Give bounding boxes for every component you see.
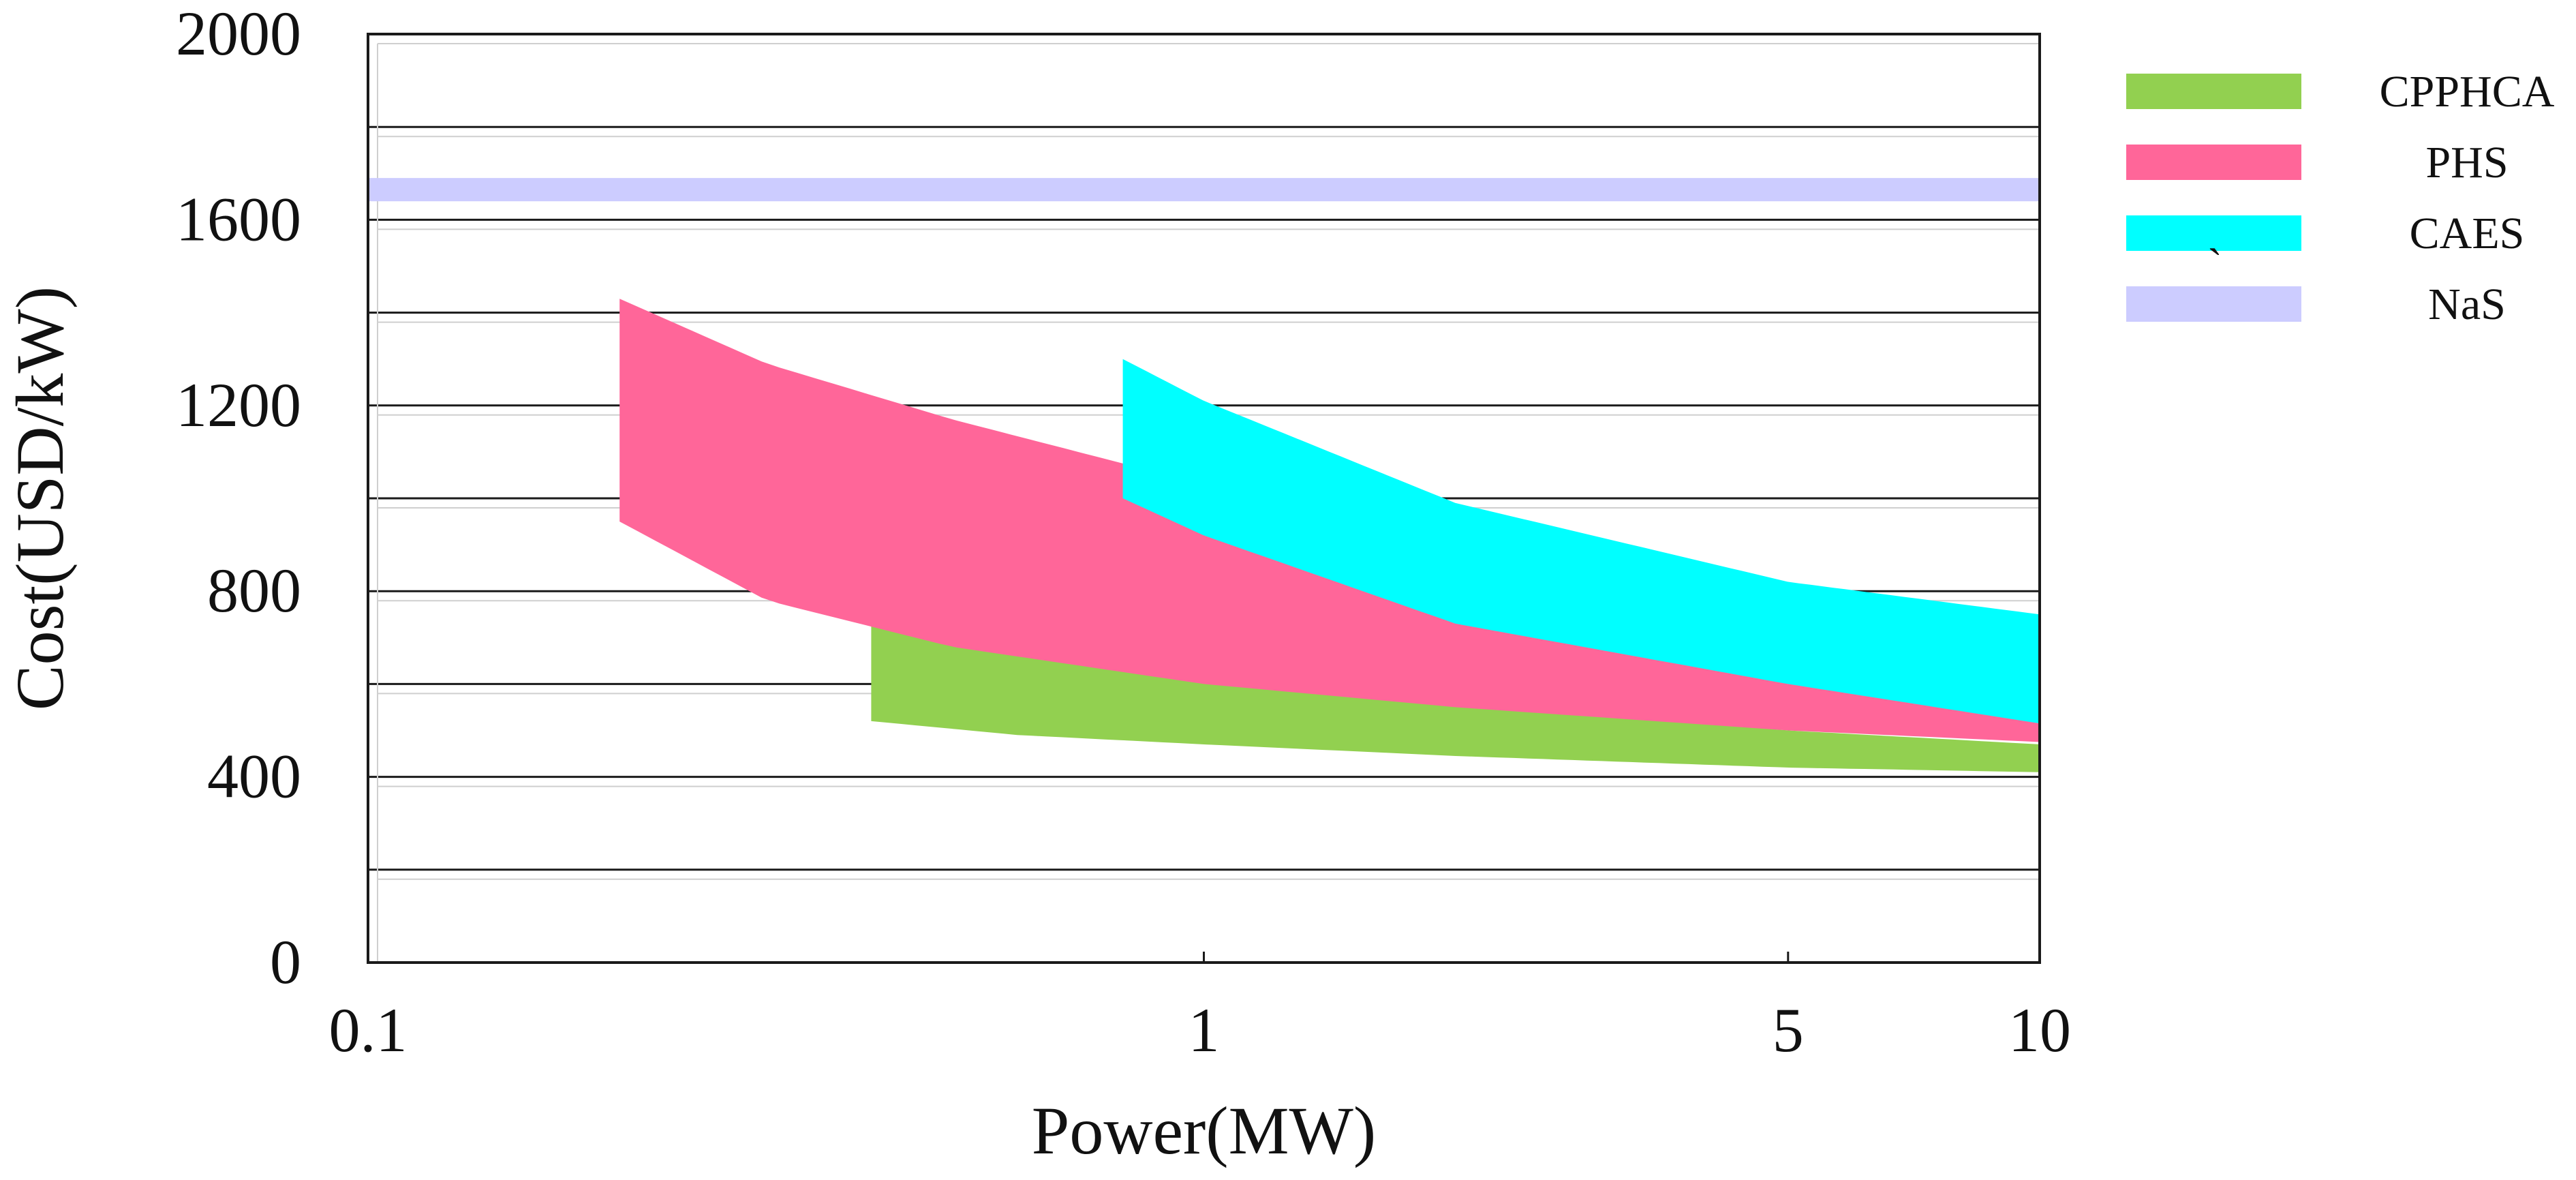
x-tick-label-10: 10 <box>2008 995 2071 1065</box>
x-axis-title: Power(MW) <box>1032 1093 1376 1168</box>
legend-label-caes: CAES <box>2410 209 2525 258</box>
area-caes <box>1122 359 2040 724</box>
legend-swatch-caes <box>2126 215 2301 251</box>
axis-ticks: 0 400 800 1200 1600 2000 0.1 1 5 10 <box>176 0 2071 1065</box>
y-tick-label-2000: 2000 <box>176 0 301 68</box>
legend: CPPHCA PHS CAES NaS ` <box>2126 67 2555 329</box>
legend-swatch-cpphca <box>2126 74 2301 109</box>
x-tick-label-0.1: 0.1 <box>329 995 408 1065</box>
legend-label-nas: NaS <box>2428 279 2506 329</box>
legend-label-cpphca: CPPHCA <box>2380 67 2555 117</box>
area-nas <box>368 178 2040 202</box>
legend-swatch-nas <box>2126 286 2301 322</box>
y-axis-title: Cost(USD/kW) <box>2 286 78 710</box>
series-areas <box>368 178 2040 772</box>
y-tick-label-0: 0 <box>270 927 301 997</box>
x-tick-label-1: 1 <box>1189 995 1220 1065</box>
legend-swatch-phs <box>2126 145 2301 180</box>
x-tick-label-5: 5 <box>1773 995 1804 1065</box>
legend-label-phs: PHS <box>2425 138 2508 187</box>
y-tick-label-800: 800 <box>207 556 301 625</box>
area-cpphca <box>871 619 2040 772</box>
y-tick-label-1600: 1600 <box>176 184 301 254</box>
y-tick-label-1200: 1200 <box>176 370 301 440</box>
stray-mark-annotation: ` <box>2207 240 2222 290</box>
y-tick-label-400: 400 <box>207 742 301 811</box>
